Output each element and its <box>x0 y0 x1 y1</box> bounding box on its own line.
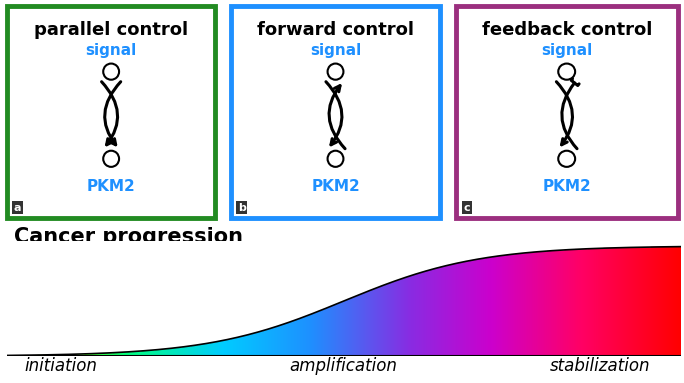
Text: a: a <box>14 203 21 213</box>
Text: Cancer progression: Cancer progression <box>14 227 243 247</box>
Text: amplification: amplification <box>290 357 397 375</box>
Text: forward control: forward control <box>257 21 414 39</box>
Text: PKM2: PKM2 <box>311 179 360 194</box>
Circle shape <box>103 151 119 167</box>
Circle shape <box>558 151 575 167</box>
Text: signal: signal <box>541 43 592 58</box>
Text: PKM2: PKM2 <box>542 179 591 194</box>
Text: feedback control: feedback control <box>482 21 652 39</box>
Circle shape <box>558 64 575 80</box>
FancyBboxPatch shape <box>456 6 678 218</box>
FancyBboxPatch shape <box>231 6 440 218</box>
Text: signal: signal <box>86 43 137 58</box>
Circle shape <box>103 64 119 80</box>
Text: b: b <box>237 203 246 213</box>
Text: signal: signal <box>310 43 361 58</box>
Text: PKM2: PKM2 <box>87 179 135 194</box>
Text: stabilization: stabilization <box>549 357 650 375</box>
Circle shape <box>328 64 343 80</box>
Text: c: c <box>463 203 470 213</box>
FancyBboxPatch shape <box>7 6 215 218</box>
Text: parallel control: parallel control <box>34 21 188 39</box>
Circle shape <box>328 151 343 167</box>
Text: initiation: initiation <box>25 357 97 375</box>
